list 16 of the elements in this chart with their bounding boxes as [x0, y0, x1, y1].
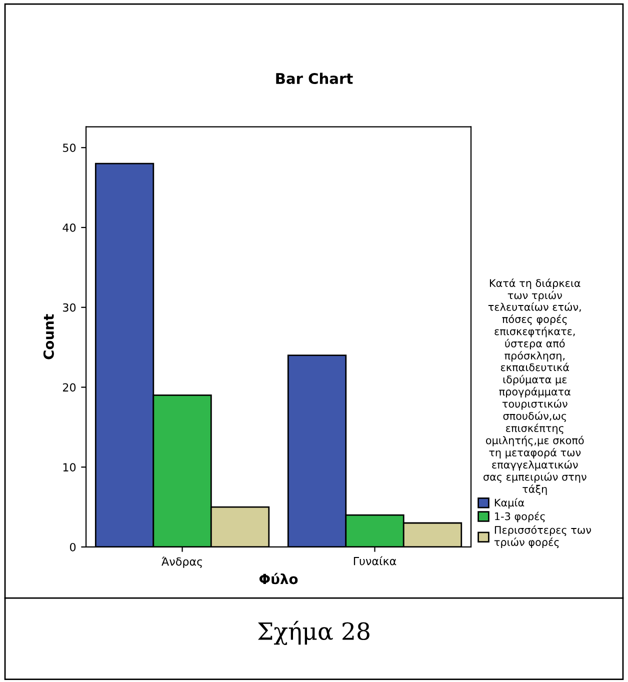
- text: Σχήμα 28: [258, 620, 370, 645]
- y-axis-title: Count: [43, 314, 54, 360]
- y-tick-label: 30: [63, 303, 76, 312]
- y-tick-label: 20: [62, 383, 76, 392]
- legend-label: Καμία: [494, 498, 524, 509]
- text: Κατά τη διάρκεια των τριών τελευταίων ετών, πόσες φορές επισκεφτήκατε, ύστερα από πρόσκληση, εκπαιδευτικά ιδρύματα με προγράμματα τουριστικών σπουδών,ως επισκέπτης ομιλητής,με σκοπό τη μεταφορά των επαγγελματικών σας εμπειριών στην τάξη: [484, 278, 586, 495]
- chart-title: Bar Chart: [276, 72, 353, 84]
- legend-label: Περισσότερες των τριών φορές: [494, 525, 591, 548]
- y-tick-label: 0: [70, 542, 76, 552]
- x-axis-title: Φύλο: [259, 572, 298, 584]
- x-tick-label: Άνδρας: [162, 556, 202, 568]
- x-tick-label: Γυναίκα: [354, 556, 396, 566]
- y-tick-label: 50: [63, 144, 76, 152]
- legend-label: 1-3 φορές: [495, 512, 545, 522]
- y-tick-label: 10: [63, 463, 76, 472]
- y-tick-label: 40: [62, 223, 76, 232]
